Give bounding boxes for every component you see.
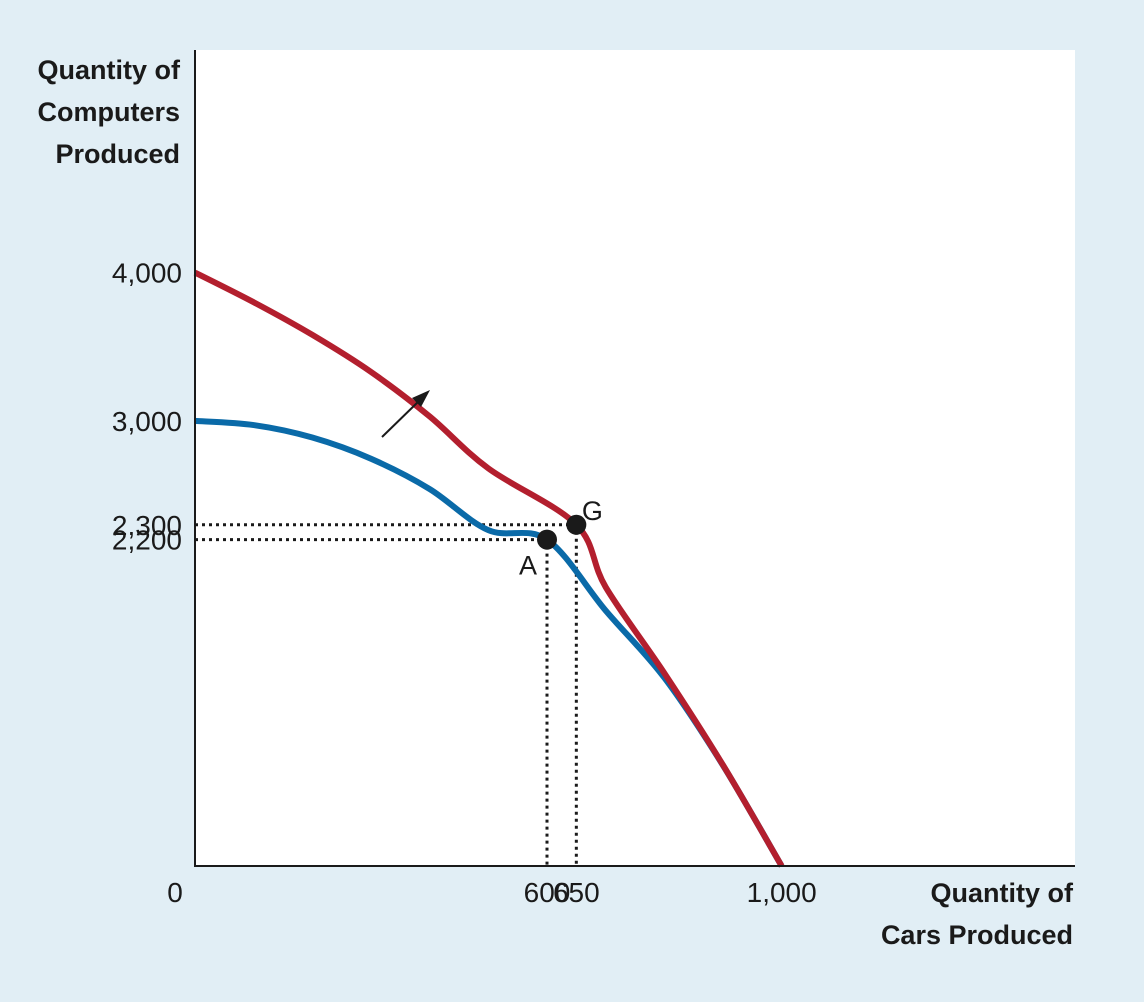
plot-area	[195, 50, 1075, 866]
y-tick-label: 4,000	[112, 258, 182, 289]
x-axis-title-line: Quantity of	[931, 878, 1074, 908]
series-line-2	[193, 269, 785, 868]
y-axis-title-line: Produced	[55, 139, 180, 169]
y-tick-label: 2,300	[112, 510, 182, 541]
point-g	[566, 514, 587, 535]
y-tick-label: 3,000	[112, 406, 182, 437]
x-axis-title-line: Cars Produced	[881, 920, 1073, 950]
y-axis-title: Quantity of Computers Produced	[37, 55, 181, 169]
point-a	[537, 529, 557, 550]
point-label-g: G	[582, 496, 603, 526]
shift-arrow-icon	[381, 390, 430, 438]
x-tick-label: 650	[553, 877, 600, 908]
x-axis-title: Quantity of Cars Produced	[881, 878, 1074, 950]
y-axis-title-line: Computers	[37, 97, 180, 127]
y-axis-title-line: Quantity of	[38, 55, 181, 85]
x-tick-label: 600	[524, 877, 571, 908]
x-tick-label: 1,000	[747, 877, 817, 908]
origin-label: 0	[167, 877, 183, 908]
y-tick-label: 2,200	[112, 525, 182, 556]
point-label-a: A	[519, 551, 537, 581]
